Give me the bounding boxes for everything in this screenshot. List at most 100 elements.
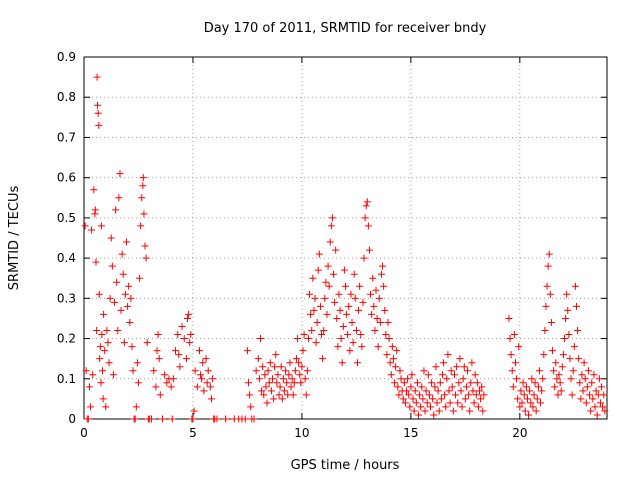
data-point-marker (335, 290, 343, 298)
data-point-marker (428, 379, 436, 387)
data-point-marker (400, 379, 408, 387)
data-point-marker (419, 395, 427, 403)
data-point-marker (143, 339, 151, 347)
data-point-marker (109, 371, 117, 379)
data-point-marker (275, 391, 283, 399)
data-point-marker (132, 403, 140, 411)
y-axis-label: SRMTID / TECUs (7, 186, 22, 291)
data-point-marker (596, 399, 604, 407)
data-point-marker (337, 335, 345, 343)
data-point-marker (315, 250, 323, 258)
data-point-marker (574, 327, 582, 335)
data-point-marker (346, 347, 354, 355)
data-point-marker (601, 407, 609, 415)
data-point-marker (411, 387, 419, 395)
data-point-marker (189, 415, 197, 423)
data-point-marker (453, 363, 461, 371)
data-point-marker (437, 395, 445, 403)
data-point-marker (510, 331, 518, 339)
data-point-marker (507, 351, 515, 359)
data-point-marker (568, 391, 576, 399)
data-point-marker (538, 387, 546, 395)
data-point-marker (321, 294, 329, 302)
data-point-marker (187, 331, 195, 339)
data-point-marker (567, 375, 575, 383)
data-point-marker (277, 363, 285, 371)
data-point-marker (128, 343, 136, 351)
data-point-marker (260, 391, 268, 399)
data-point-marker (562, 314, 570, 322)
data-point-marker (148, 415, 156, 423)
x-tick-label: 10 (294, 426, 309, 440)
data-point-marker (426, 403, 434, 411)
data-point-marker (461, 395, 469, 403)
data-point-marker (169, 375, 177, 383)
data-point-marker (93, 73, 101, 81)
data-point-marker (515, 343, 523, 351)
data-point-marker (575, 355, 583, 363)
data-point-marker (420, 367, 428, 375)
data-point-marker (302, 391, 310, 399)
data-point-marker (357, 331, 365, 339)
data-point-marker (209, 375, 217, 383)
data-point-marker (583, 383, 591, 391)
data-point-marker (447, 367, 455, 375)
data-point-marker (276, 383, 284, 391)
data-point-marker (430, 411, 438, 419)
data-point-marker (514, 395, 522, 403)
data-point-marker (392, 363, 400, 371)
data-point-marker (161, 371, 169, 379)
data-point-marker (136, 274, 144, 282)
data-point-marker (272, 351, 280, 359)
data-point-marker (572, 302, 580, 310)
y-tick-label: 0.1 (57, 372, 76, 386)
data-point-marker (529, 403, 537, 411)
data-point-marker (479, 407, 487, 415)
data-point-marker (111, 298, 119, 306)
data-point-marker (431, 383, 439, 391)
data-point-marker (539, 375, 547, 383)
data-point-marker (195, 347, 203, 355)
data-point-marker (387, 371, 395, 379)
data-point-marker (90, 186, 98, 194)
data-point-marker (127, 294, 135, 302)
data-point-marker (304, 335, 312, 343)
y-tick-label: 0.8 (57, 90, 76, 104)
data-point-marker (99, 367, 107, 375)
data-point-marker (97, 222, 105, 230)
data-point-marker (401, 399, 409, 407)
data-point-marker (286, 359, 294, 367)
data-point-marker (343, 310, 351, 318)
data-point-marker (405, 391, 413, 399)
data-point-marker (517, 387, 525, 395)
data-markers (81, 73, 609, 423)
data-point-marker (508, 367, 516, 375)
data-point-marker (186, 339, 194, 347)
data-point-marker (274, 371, 282, 379)
data-point-marker (93, 327, 101, 335)
data-point-marker (102, 403, 110, 411)
x-tick-label: 0 (80, 426, 88, 440)
data-point-marker (299, 347, 307, 355)
data-point-marker (259, 363, 267, 371)
data-point-marker (322, 278, 330, 286)
data-point-marker (118, 250, 126, 258)
data-point-marker (245, 379, 253, 387)
data-point-marker (296, 371, 304, 379)
data-point-marker (470, 399, 478, 407)
data-point-marker (104, 339, 112, 347)
data-point-marker (282, 367, 290, 375)
data-point-marker (569, 367, 577, 375)
data-point-marker (207, 395, 215, 403)
data-point-marker (114, 327, 122, 335)
data-point-marker (81, 222, 89, 230)
data-point-marker (448, 383, 456, 391)
data-point-marker (549, 347, 557, 355)
data-point-marker (432, 363, 440, 371)
data-point-marker (140, 210, 148, 218)
data-point-marker (345, 302, 353, 310)
data-point-marker (356, 282, 364, 290)
data-point-marker (370, 302, 378, 310)
data-point-marker (327, 222, 335, 230)
data-point-marker (421, 407, 429, 415)
